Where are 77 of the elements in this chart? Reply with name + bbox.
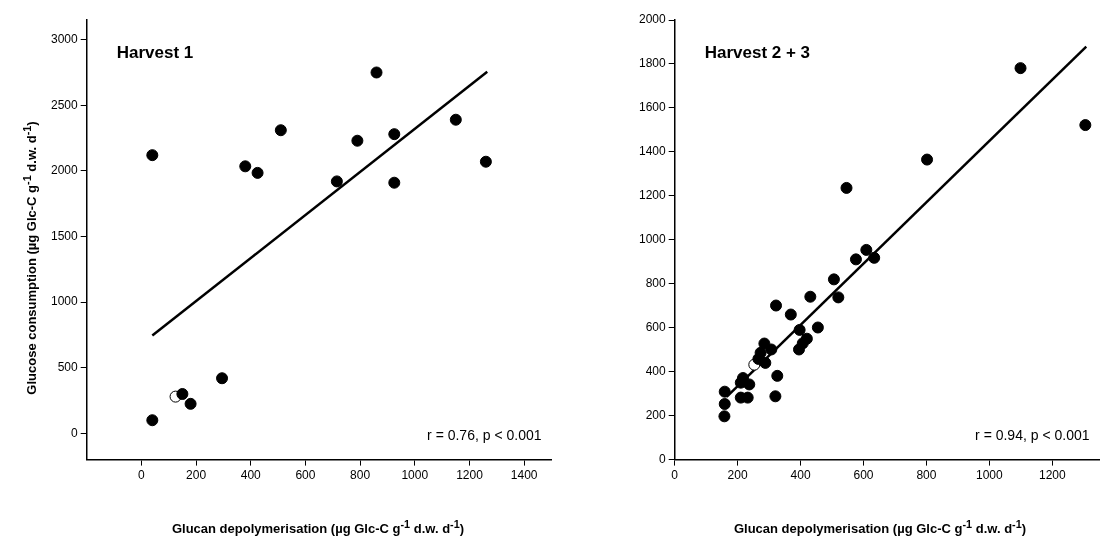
point	[792, 343, 805, 356]
point	[146, 149, 159, 162]
point	[330, 175, 343, 188]
y-tick-label: 3000	[50, 32, 79, 46]
y-tick-label: 400	[645, 363, 667, 378]
x-axis-title: Glucan depolymerisation (µg Glc-C g$^{-1}$ d.w. d$^{-1}$)	[171, 518, 465, 537]
y-tick-label: 800	[645, 276, 667, 291]
x-tick-label: 1400	[510, 468, 538, 483]
point	[811, 321, 824, 334]
point	[743, 378, 756, 391]
annotation: r = 0.94, p < 0.001	[975, 427, 1090, 444]
x-tick-label: 0	[671, 468, 679, 483]
point	[274, 124, 287, 137]
point	[771, 369, 784, 382]
point	[804, 290, 817, 303]
y-tick-label: 500	[57, 360, 79, 375]
point	[1079, 119, 1092, 132]
point	[718, 385, 731, 398]
x-tick-label: 600	[295, 468, 316, 483]
point	[718, 410, 731, 423]
x-tick-label: 400	[240, 468, 262, 483]
y-tick-label: 0	[71, 425, 79, 440]
y-tick-label: 2000	[638, 12, 667, 27]
point	[370, 66, 383, 79]
y-tick-label: 600	[645, 320, 667, 335]
point	[849, 253, 862, 266]
point	[793, 323, 806, 336]
point	[759, 356, 772, 369]
point	[388, 128, 401, 141]
x-tick-label: 600	[853, 468, 874, 483]
text: Harvest 2 + 3	[704, 43, 811, 63]
text: Harvest 1	[116, 43, 194, 63]
x-tick-label: 200	[727, 468, 748, 483]
point	[351, 134, 364, 147]
point	[216, 372, 229, 385]
point	[832, 291, 845, 304]
point	[860, 243, 873, 256]
point	[765, 343, 778, 356]
point	[827, 273, 840, 286]
point	[449, 113, 462, 126]
point	[784, 308, 797, 321]
point	[479, 155, 492, 168]
point	[1014, 62, 1027, 75]
point	[184, 397, 197, 410]
point	[718, 397, 731, 410]
x-tick-label: 200	[186, 468, 207, 483]
x-tick-label: 1200	[456, 468, 484, 483]
x-tick-label: 800	[916, 468, 937, 483]
y-tick-label: 1000	[638, 232, 667, 247]
y-tick-label: 200	[645, 407, 667, 422]
point	[176, 387, 189, 400]
x-tick-label: 1200	[1038, 468, 1066, 483]
y-tick-label: 2500	[50, 97, 79, 112]
point	[239, 160, 252, 173]
point	[251, 166, 264, 179]
y-tick-label: 2000	[50, 163, 79, 178]
annotation: r = 0.76, p < 0.001	[427, 427, 542, 444]
x-tick-label: 0	[138, 468, 146, 483]
point	[770, 299, 783, 312]
y-tick-label: 1600	[638, 100, 667, 115]
y-tick-label: 1400	[638, 144, 667, 159]
point	[146, 414, 159, 427]
x-tick-label: 800	[350, 468, 371, 483]
x-tick-label: 1000	[401, 468, 429, 483]
point	[921, 153, 934, 166]
y-tick-label: 0	[659, 451, 667, 466]
x-axis-title: Glucan depolymerisation (µg Glc-C g$^{-1}$ d.w. d$^{-1}$)	[733, 518, 1027, 537]
y-tick-label: 1500	[50, 228, 79, 243]
y-tick-label: 1800	[638, 56, 667, 71]
y-tick-label: 1000	[50, 294, 79, 309]
point	[840, 181, 853, 194]
x-tick-label: 400	[790, 468, 811, 483]
point	[388, 176, 401, 189]
point	[769, 390, 782, 403]
point	[868, 251, 881, 264]
x-tick-label: 1000	[976, 468, 1004, 483]
y-tick-label: 1200	[638, 188, 667, 203]
